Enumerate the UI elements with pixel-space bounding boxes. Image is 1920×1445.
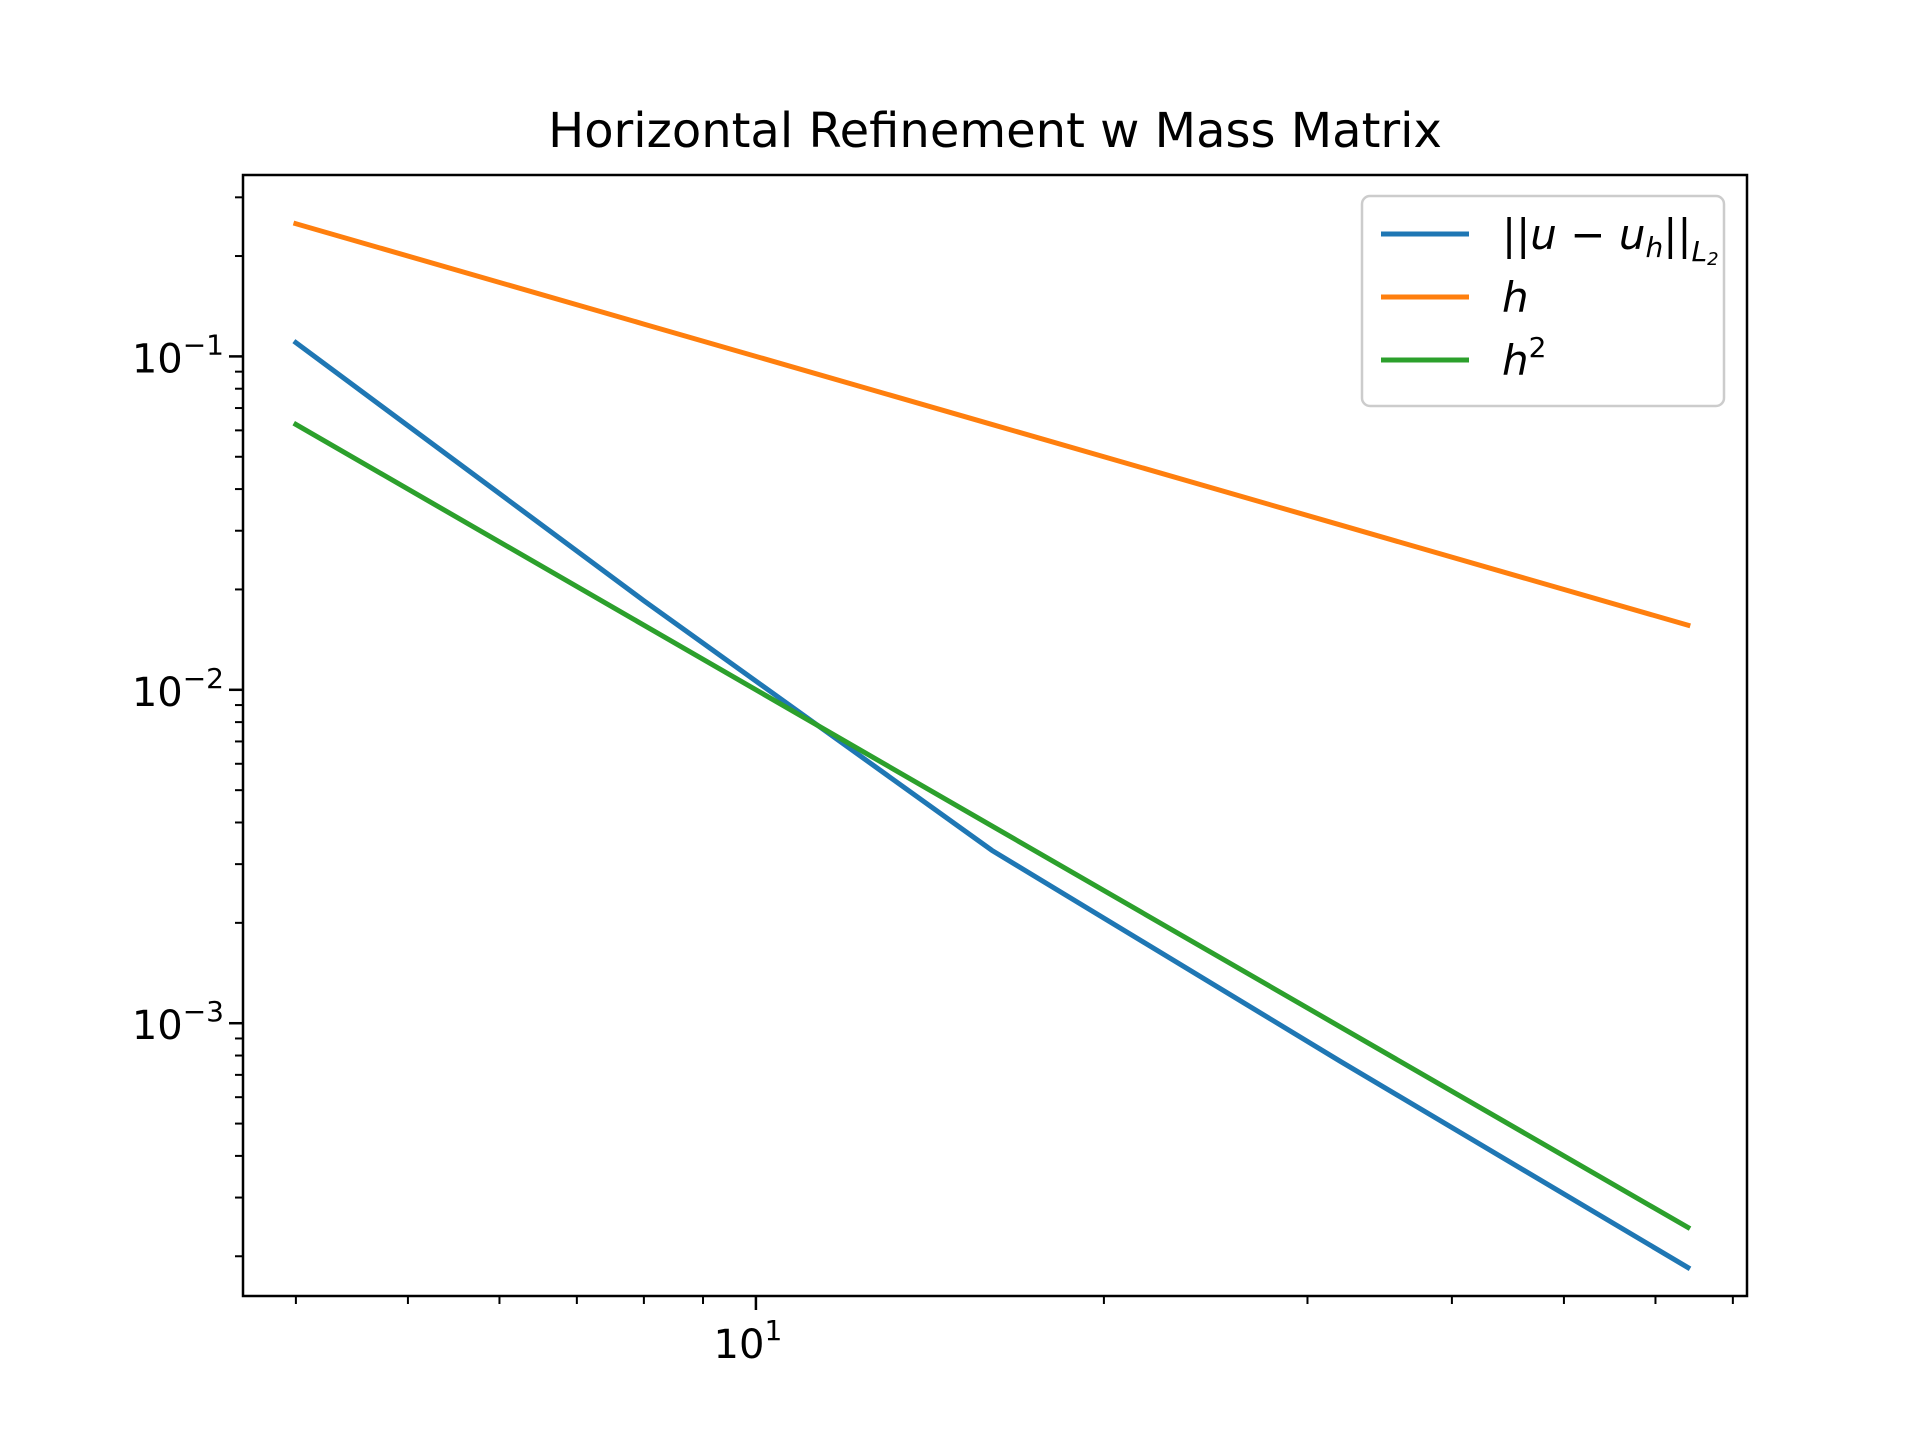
legend-label-1: h	[1502, 273, 1529, 322]
chart-title: Horizontal Refinement w Mass Matrix	[548, 103, 1442, 159]
